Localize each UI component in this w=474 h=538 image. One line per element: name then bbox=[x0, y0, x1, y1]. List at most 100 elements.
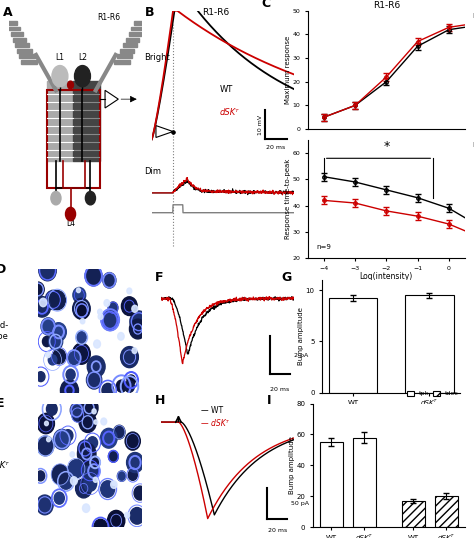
Circle shape bbox=[90, 457, 100, 468]
Text: Bright: Bright bbox=[145, 53, 170, 62]
Circle shape bbox=[103, 273, 116, 288]
Bar bbox=[126, 38, 138, 41]
Text: 20 ms: 20 ms bbox=[266, 145, 286, 151]
Circle shape bbox=[94, 519, 107, 535]
Circle shape bbox=[121, 297, 137, 315]
Circle shape bbox=[125, 512, 129, 518]
Circle shape bbox=[127, 288, 132, 294]
Circle shape bbox=[94, 420, 98, 424]
Y-axis label: Maximum response: Maximum response bbox=[285, 36, 291, 104]
Y-axis label: Bump amplitude: Bump amplitude bbox=[289, 436, 295, 494]
Bar bbox=[134, 21, 145, 25]
Circle shape bbox=[49, 291, 65, 310]
Circle shape bbox=[102, 310, 118, 329]
Circle shape bbox=[125, 381, 134, 392]
Text: mV: mV bbox=[472, 11, 474, 20]
Circle shape bbox=[134, 486, 146, 500]
Circle shape bbox=[54, 492, 64, 504]
Bar bbox=[328, 298, 377, 393]
Text: 50 pA: 50 pA bbox=[291, 501, 309, 506]
Circle shape bbox=[112, 482, 116, 485]
Bar bbox=[123, 43, 137, 47]
Circle shape bbox=[101, 310, 119, 330]
Text: Dim: Dim bbox=[145, 167, 162, 176]
Circle shape bbox=[74, 66, 91, 87]
Bar bbox=[11, 32, 23, 36]
Text: A: A bbox=[3, 6, 12, 19]
Bar bbox=[320, 442, 343, 527]
Circle shape bbox=[125, 432, 140, 450]
Circle shape bbox=[45, 291, 61, 309]
Circle shape bbox=[48, 333, 63, 350]
Circle shape bbox=[53, 349, 65, 364]
Text: dSKᵀ: dSKᵀ bbox=[0, 461, 9, 470]
Circle shape bbox=[128, 470, 137, 480]
Circle shape bbox=[73, 287, 86, 303]
Circle shape bbox=[61, 380, 79, 401]
Text: E: E bbox=[0, 397, 5, 410]
Bar bbox=[73, 81, 100, 161]
Bar bbox=[402, 501, 425, 527]
Text: D: D bbox=[0, 263, 7, 276]
Text: *: * bbox=[383, 140, 390, 153]
Circle shape bbox=[41, 318, 55, 335]
Circle shape bbox=[120, 346, 138, 367]
Bar bbox=[131, 26, 143, 31]
Text: R1-R6: R1-R6 bbox=[202, 8, 229, 17]
Text: dSKᵀ: dSKᵀ bbox=[220, 108, 239, 117]
Circle shape bbox=[68, 351, 80, 365]
Text: I: I bbox=[267, 394, 272, 407]
Bar bbox=[114, 60, 130, 64]
Text: 20 ms: 20 ms bbox=[268, 528, 287, 534]
Circle shape bbox=[43, 336, 51, 346]
Text: ms: ms bbox=[472, 140, 474, 149]
Circle shape bbox=[36, 372, 45, 381]
Circle shape bbox=[63, 430, 73, 441]
Circle shape bbox=[82, 504, 90, 512]
Text: 10 mV: 10 mV bbox=[258, 115, 264, 134]
Text: G: G bbox=[281, 271, 292, 284]
Circle shape bbox=[54, 429, 71, 450]
Circle shape bbox=[113, 425, 125, 439]
Circle shape bbox=[108, 511, 125, 531]
Bar bbox=[46, 90, 100, 188]
Circle shape bbox=[66, 369, 75, 380]
Text: — WT: — WT bbox=[201, 406, 223, 415]
Circle shape bbox=[118, 332, 124, 340]
Bar bbox=[9, 26, 20, 31]
Bar bbox=[17, 49, 32, 53]
Circle shape bbox=[116, 380, 127, 392]
Circle shape bbox=[104, 300, 109, 307]
Bar bbox=[21, 60, 37, 64]
Circle shape bbox=[36, 495, 53, 515]
Circle shape bbox=[32, 282, 44, 297]
Circle shape bbox=[79, 412, 96, 433]
Bar bbox=[435, 496, 457, 527]
Circle shape bbox=[71, 477, 77, 485]
Circle shape bbox=[73, 298, 90, 319]
Title: R1-R6: R1-R6 bbox=[373, 1, 400, 10]
Circle shape bbox=[130, 311, 148, 332]
Circle shape bbox=[102, 384, 114, 398]
Circle shape bbox=[110, 481, 117, 489]
Circle shape bbox=[51, 192, 61, 205]
Circle shape bbox=[52, 66, 68, 87]
Text: L2: L2 bbox=[78, 53, 87, 62]
Text: Wild-
type: Wild- type bbox=[0, 321, 9, 341]
Bar bbox=[46, 81, 73, 161]
Circle shape bbox=[59, 473, 73, 489]
Circle shape bbox=[132, 305, 138, 313]
Circle shape bbox=[46, 402, 57, 415]
Text: WT: WT bbox=[220, 86, 233, 95]
Circle shape bbox=[86, 371, 102, 389]
Circle shape bbox=[70, 452, 74, 457]
Bar bbox=[128, 32, 141, 36]
Circle shape bbox=[33, 296, 51, 317]
Circle shape bbox=[81, 460, 99, 481]
Circle shape bbox=[45, 421, 48, 426]
Circle shape bbox=[85, 192, 95, 205]
Circle shape bbox=[84, 476, 97, 491]
Circle shape bbox=[129, 319, 146, 339]
Circle shape bbox=[130, 507, 144, 524]
Circle shape bbox=[108, 302, 118, 314]
